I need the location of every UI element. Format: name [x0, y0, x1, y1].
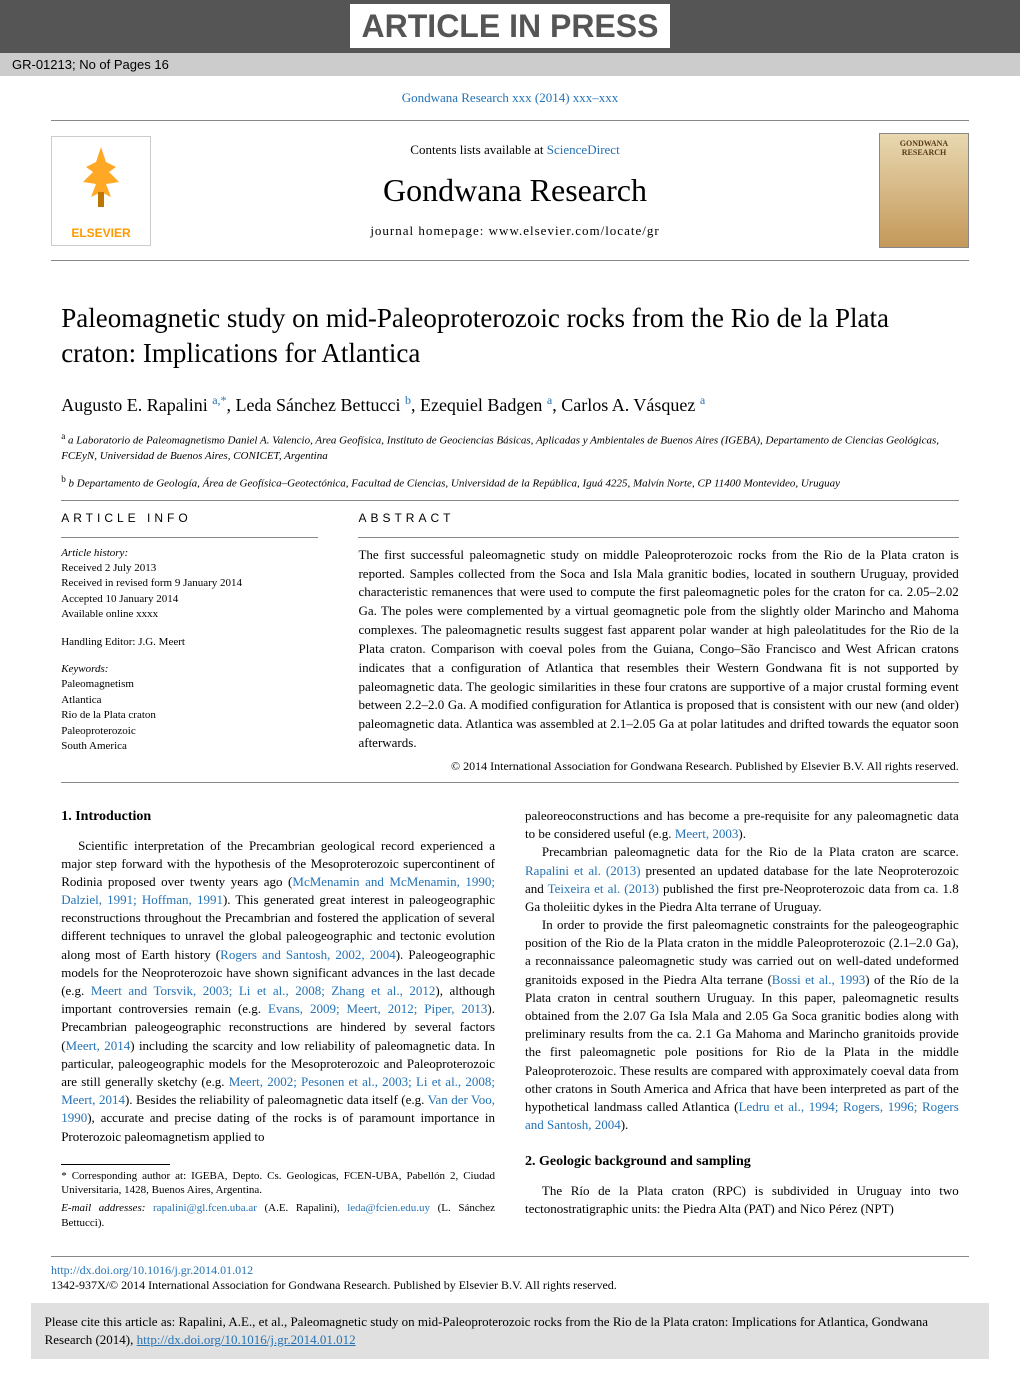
abstract-copyright: © 2014 International Association for Gon… — [358, 759, 958, 774]
journal-cover-thumbnail: GONDWANA RESEARCH — [879, 133, 969, 248]
intro-continuation: paleoreoconstructions and has become a p… — [525, 807, 959, 843]
intro-paragraph-2: Precambrian paleomagnetic data for the R… — [525, 843, 959, 916]
journal-title: Gondwana Research — [151, 172, 879, 209]
handling-editor: Handling Editor: J.G. Meert — [61, 635, 318, 650]
ref-link[interactable]: Rapalini et al. (2013) — [525, 863, 641, 878]
section-1-heading: 1. Introduction — [61, 807, 495, 827]
elsevier-logo: ELSEVIER — [51, 136, 151, 246]
document-id: GR-01213; No of Pages 16 — [0, 53, 1020, 76]
email-link[interactable]: rapalini@gl.fcen.uba.ar — [153, 1202, 257, 1214]
intro-paragraph-1: Scientific interpretation of the Precamb… — [61, 837, 495, 1146]
abstract-text: The first successful paleomagnetic study… — [358, 546, 958, 753]
email-footnote: E-mail addresses: rapalini@gl.fcen.uba.a… — [61, 1201, 495, 1230]
elsevier-tree-icon — [71, 142, 131, 219]
elsevier-name: ELSEVIER — [71, 226, 130, 240]
doi-block: http://dx.doi.org/10.1016/j.gr.2014.01.0… — [51, 1256, 969, 1293]
doi-link[interactable]: http://dx.doi.org/10.1016/j.gr.2014.01.0… — [51, 1263, 253, 1277]
affiliation-b: b b Departamento de Geología, Área de Ge… — [61, 473, 959, 492]
ref-link[interactable]: Bossi et al., 1993 — [772, 972, 865, 987]
keywords: Keywords: Paleomagnetism Atlantica Rio d… — [61, 662, 318, 754]
section-2-paragraph-1: The Río de la Plata craton (RPC) is subd… — [525, 1182, 959, 1218]
column-right: paleoreoconstructions and has become a p… — [525, 807, 959, 1230]
journal-header: ELSEVIER Contents lists available at Sci… — [51, 120, 969, 261]
journal-homepage: journal homepage: www.elsevier.com/locat… — [151, 223, 879, 239]
citation-doi-link[interactable]: http://dx.doi.org/10.1016/j.gr.2014.01.0… — [137, 1332, 356, 1347]
abstract-heading: ABSTRACT — [358, 511, 958, 525]
ref-link[interactable]: Evans, 2009; Meert, 2012; Piper, 2013 — [268, 1001, 487, 1016]
citation-box: Please cite this article as: Rapalini, A… — [31, 1303, 990, 1359]
intro-paragraph-3: In order to provide the first paleomagne… — [525, 916, 959, 1134]
sciencedirect-link[interactable]: ScienceDirect — [547, 142, 620, 157]
author-list: Augusto E. Rapalini a,*, Leda Sánchez Be… — [61, 393, 959, 416]
article-history: Article history: Received 2 July 2013 Re… — [61, 546, 318, 623]
article-title: Paleomagnetic study on mid-Paleoproteroz… — [61, 301, 959, 371]
ref-link[interactable]: Meert, 2014 — [66, 1038, 131, 1053]
email-link[interactable]: leda@fcien.edu.uy — [347, 1202, 430, 1214]
column-left: 1. Introduction Scientific interpretatio… — [61, 807, 495, 1230]
article-info-heading: ARTICLE INFO — [61, 511, 318, 525]
section-2-heading: 2. Geologic background and sampling — [525, 1152, 959, 1172]
article-in-press-banner: ARTICLE IN PRESS — [0, 0, 1020, 53]
issn-copyright: 1342-937X/© 2014 International Associati… — [51, 1278, 617, 1292]
ref-link[interactable]: Teixeira et al. (2013) — [548, 881, 659, 896]
affiliation-a: a a Laboratorio de Paleomagnetismo Danie… — [61, 430, 959, 464]
contents-line: Contents lists available at ScienceDirec… — [151, 142, 879, 158]
ref-link[interactable]: Meert, 2003 — [675, 826, 739, 841]
ref-link[interactable]: Meert and Torsvik, 2003; Li et al., 2008… — [91, 983, 436, 998]
journal-reference: Gondwana Research xxx (2014) xxx–xxx — [0, 76, 1020, 120]
corresponding-author-footnote: * Corresponding author at: IGEBA, Depto.… — [61, 1169, 495, 1198]
ref-link[interactable]: Rogers and Santosh, 2002, 2004 — [220, 947, 396, 962]
